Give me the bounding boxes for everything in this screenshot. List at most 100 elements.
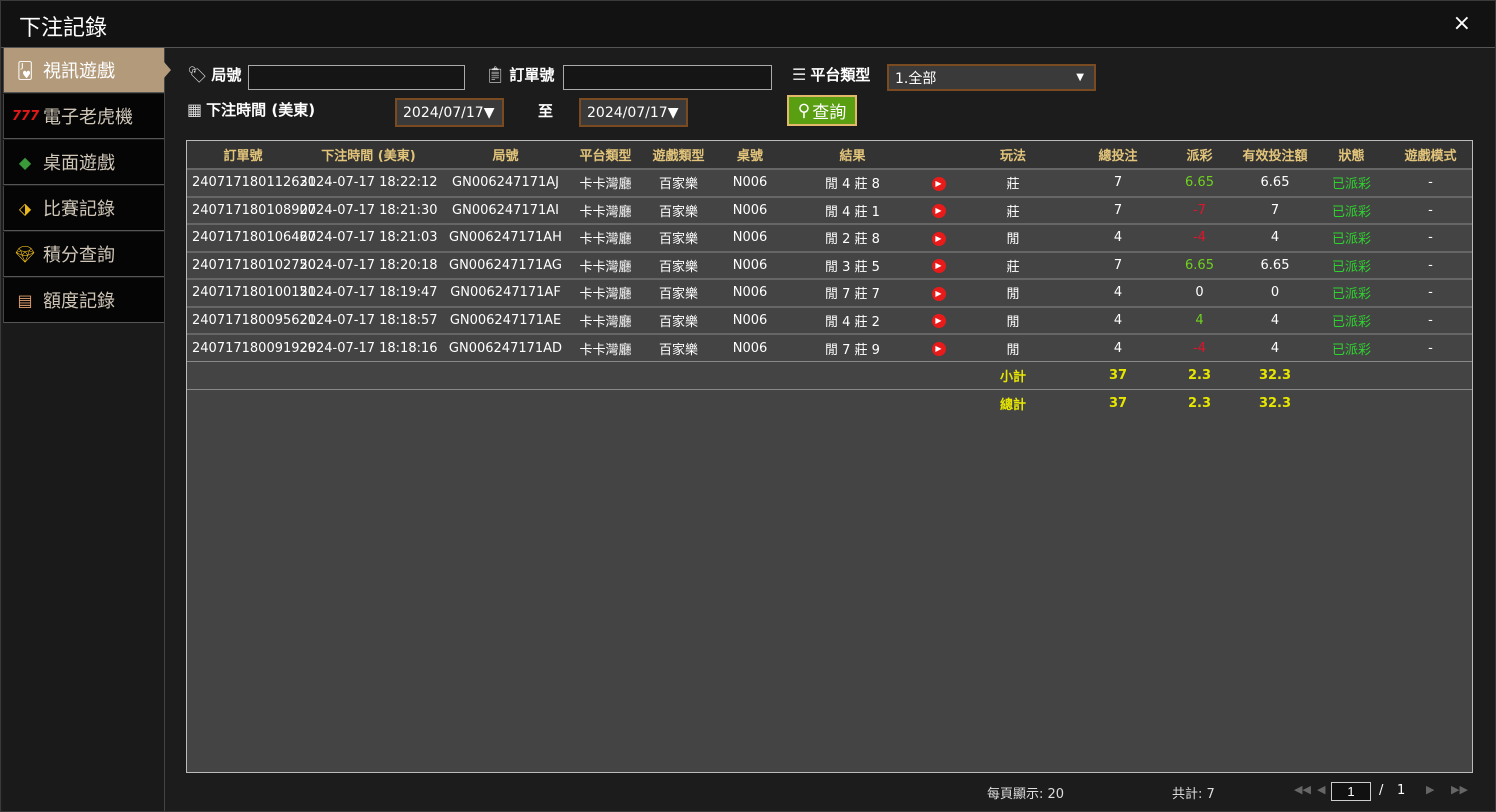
sidebar-item-live-games[interactable]: 🂻 視訊遊戲: [3, 48, 171, 93]
cell: 6.65: [1163, 168, 1236, 197]
cell: [187, 361, 299, 389]
cell: 總計: [953, 388, 1073, 417]
cell: 4: [1163, 305, 1236, 334]
cell: 已派彩: [1314, 223, 1389, 252]
per-page: 每頁顯示: 20: [987, 787, 1065, 802]
prev-page-icon[interactable]: ◀: [1317, 783, 1326, 796]
cell: 6.65: [1163, 250, 1236, 279]
total-row: 總計 37 2.3 32.3: [187, 388, 1472, 417]
close-icon[interactable]: ×: [1452, 11, 1471, 36]
cell: GN006247171AE: [438, 305, 573, 334]
document-icon: ▤: [17, 290, 33, 310]
search-label: 查詢: [812, 103, 847, 123]
cell: N006: [719, 305, 781, 334]
cell: [924, 388, 953, 417]
clipboard-icon: 📋︎: [485, 65, 506, 84]
cell: GN006247171AG: [438, 250, 573, 279]
cell: [638, 361, 719, 389]
cell: 7: [1073, 250, 1163, 279]
date-from-select[interactable]: 2024/07/17▼: [395, 98, 504, 127]
search-button[interactable]: ⚲ 查詢: [787, 95, 857, 126]
cell: -7: [1163, 195, 1236, 224]
cell: 已派彩: [1314, 250, 1389, 279]
cell: 卡卡灣廳: [573, 168, 638, 197]
play-replay-icon[interactable]: ▶: [931, 286, 946, 301]
cell: 小計: [953, 361, 1073, 389]
cell: -: [1389, 195, 1472, 224]
play-replay-icon[interactable]: ▶: [931, 342, 946, 356]
cell: ▶: [924, 223, 953, 252]
cell: 百家樂: [638, 305, 719, 334]
sidebar-item-slots[interactable]: 777 電子老虎機: [3, 94, 164, 139]
column-header: 下注時間 (美東): [299, 141, 438, 169]
cell: GN006247171AD: [438, 333, 573, 362]
order-input[interactable]: [563, 65, 772, 90]
list-icon: ☰: [792, 65, 807, 84]
cell: 2024-07-17 18:22:12: [299, 168, 438, 197]
platform-select[interactable]: 1.全部 ▼: [887, 64, 1096, 91]
cell: -: [1389, 305, 1472, 334]
cell: 百家樂: [638, 333, 719, 362]
next-page-icon[interactable]: ▶: [1426, 783, 1435, 796]
page-input[interactable]: [1331, 782, 1371, 801]
cell: [781, 388, 924, 417]
play-replay-icon[interactable]: ▶: [931, 231, 946, 246]
time-label: ▦ 下注時間 (美東): [187, 99, 315, 120]
cell: -: [1389, 333, 1472, 362]
cell: [187, 388, 299, 417]
cell: N006: [719, 195, 781, 224]
cell: [719, 361, 781, 389]
cell: 閒 2 莊 8: [781, 223, 924, 252]
order-label: 📋︎ 訂單號: [485, 64, 554, 85]
column-header: 總投注: [1073, 141, 1163, 169]
page-count: 1: [1397, 783, 1406, 798]
cell: [924, 361, 953, 389]
cell: 2024-07-17 18:19:47: [299, 278, 438, 307]
cell: -: [1389, 223, 1472, 252]
cell: 閒 7 莊 7: [781, 278, 924, 307]
cell: [1389, 388, 1472, 417]
cell: GN006247171AJ: [438, 168, 573, 197]
cell: 4: [1236, 223, 1314, 252]
cell: 2.3: [1163, 388, 1236, 417]
cell: 240717180091929: [187, 333, 316, 362]
cell: 閒 4 莊 2: [781, 305, 924, 334]
play-replay-icon[interactable]: ▶: [931, 204, 946, 219]
column-header: 玩法: [953, 141, 1073, 169]
table-row: 240717180095621 2024-07-17 18:18:57 GN0062…: [187, 305, 1472, 334]
cell: -4: [1163, 223, 1236, 252]
cell: 2024-07-17 18:18:57: [299, 305, 438, 334]
cell: [719, 388, 781, 417]
date-from-value: 2024/07/17▼: [403, 104, 495, 121]
date-to-select[interactable]: 2024/07/17▼: [579, 98, 688, 127]
cell: 已派彩: [1314, 195, 1389, 224]
cell: 卡卡灣廳: [573, 250, 638, 279]
platform-label-text: 平台類型: [810, 66, 871, 84]
cell: N006: [719, 223, 781, 252]
cell: N006: [719, 168, 781, 197]
sidebar-item-label: 積分查詢: [43, 245, 115, 266]
round-input[interactable]: [248, 65, 465, 90]
tag-icon: 🏷︎: [187, 65, 208, 84]
cell: [438, 388, 573, 417]
play-replay-icon[interactable]: ▶: [931, 176, 946, 191]
sidebar-item-match-records[interactable]: ⬗ 比賽記錄: [3, 186, 164, 231]
cell: 6.65: [1236, 168, 1314, 197]
table-row: 240717180091929 2024-07-17 18:18:16 GN0062…: [187, 333, 1472, 362]
play-replay-icon[interactable]: ▶: [931, 259, 946, 274]
play-replay-icon[interactable]: ▶: [931, 314, 946, 329]
window-title: 下注記錄: [19, 16, 108, 41]
table-row: 240717180108907 2024-07-17 18:21:30 GN0062…: [187, 195, 1472, 224]
cell: 百家樂: [638, 195, 719, 224]
sidebar-item-credit-records[interactable]: ▤ 額度記錄: [3, 278, 164, 323]
cell: 百家樂: [638, 168, 719, 197]
cell: GN006247171AH: [438, 223, 573, 252]
table-row: 240717180106467 2024-07-17 18:21:03 GN0062…: [187, 223, 1472, 252]
cell: 4: [1073, 278, 1163, 307]
cell: 2024-07-17 18:21:30: [299, 195, 438, 224]
first-page-icon[interactable]: ◀◀: [1294, 783, 1311, 796]
last-page-icon[interactable]: ▶▶: [1451, 783, 1468, 796]
sidebar-item-table-games[interactable]: ◆ 桌面遊戲: [3, 140, 164, 185]
cell: 0: [1236, 278, 1314, 307]
sidebar-item-points[interactable]: 💎︎ 積分查詢: [3, 232, 164, 277]
